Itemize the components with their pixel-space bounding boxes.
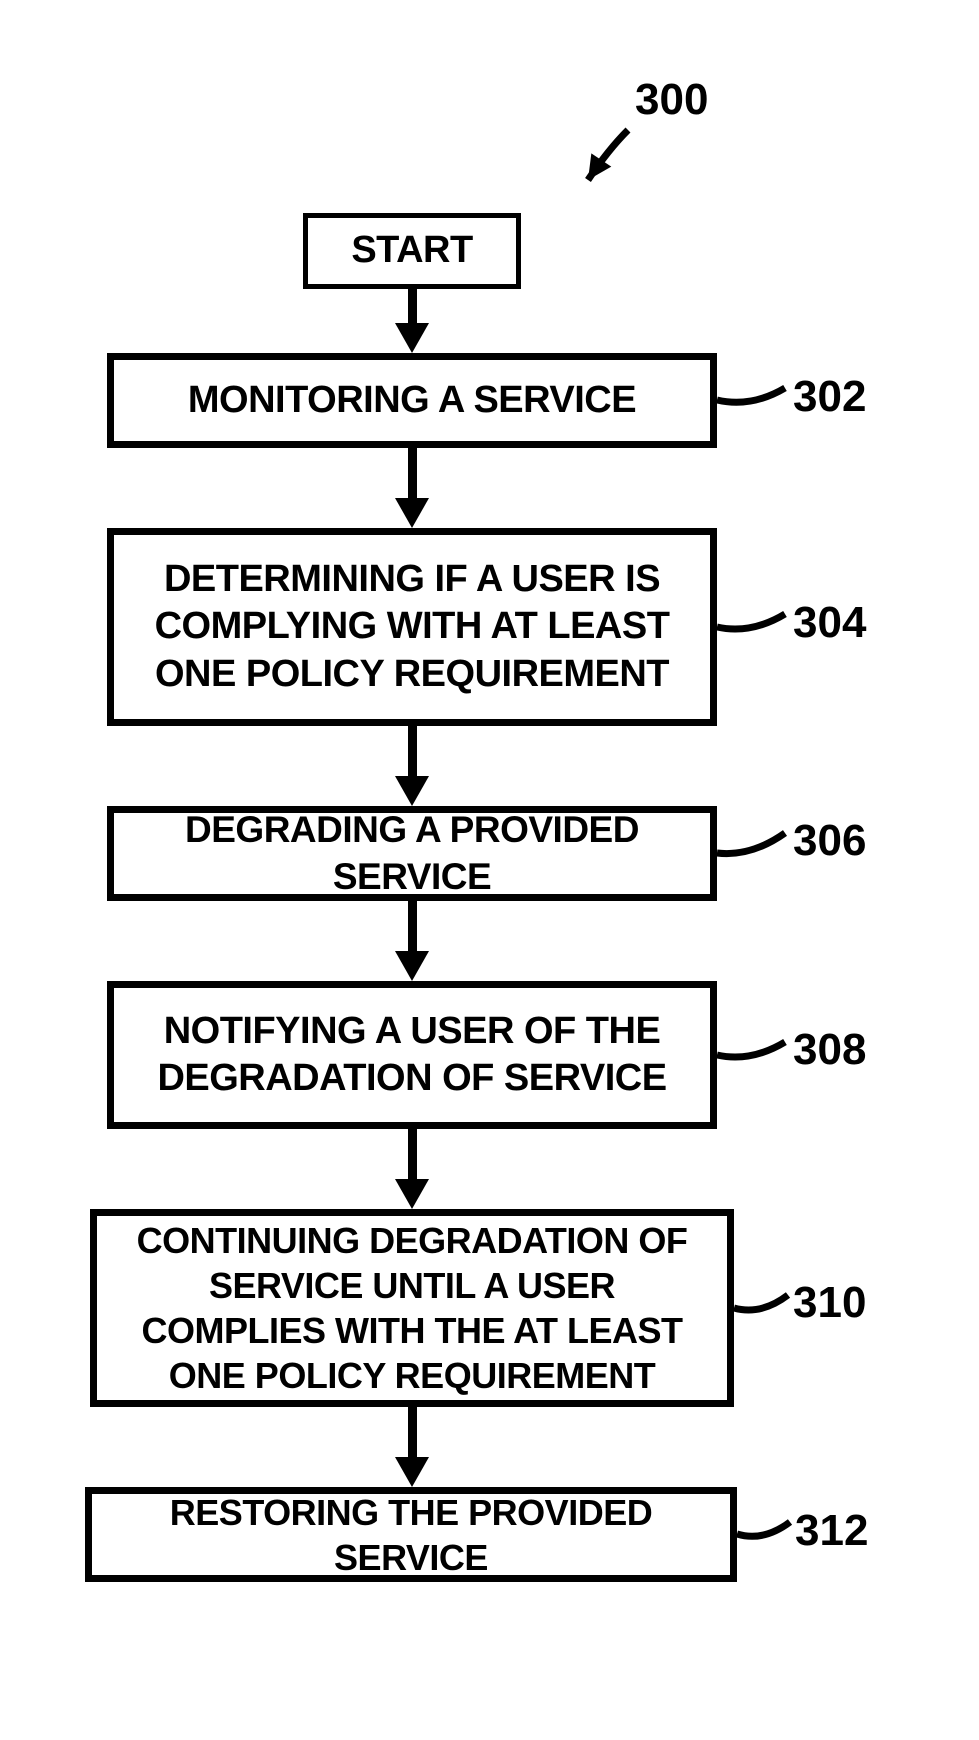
flowchart-container: 300 START MONITORING A SERVICE DETERMINING… (0, 0, 979, 1740)
ref-label-304: 304 (793, 598, 866, 648)
main-ref-label: 300 (635, 75, 708, 125)
ref-label-308: 308 (793, 1025, 866, 1075)
node-n302: MONITORING A SERVICE (107, 353, 717, 448)
node-n306: DEGRADING A PROVIDED SERVICE (107, 806, 717, 901)
arrow-line-2 (408, 726, 417, 776)
ref-label-310: 310 (793, 1278, 866, 1328)
arrow-head-0 (395, 323, 429, 356)
arrow-head-3 (395, 951, 429, 984)
arrow-line-3 (408, 901, 417, 951)
node-n310: CONTINUING DEGRADATION OF SERVICE UNTIL … (90, 1209, 734, 1407)
arrow-head-5 (395, 1457, 429, 1490)
ref-label-302: 302 (793, 372, 866, 422)
node-label: DEGRADING A PROVIDED SERVICE (124, 807, 700, 900)
ref-label-306: 306 (793, 816, 866, 866)
arrow-line-0 (408, 289, 417, 323)
node-label: CONTINUING DEGRADATION OF SERVICE UNTIL … (113, 1218, 711, 1398)
ref-label-312: 312 (795, 1506, 868, 1556)
node-label: NOTIFYING A USER OF THE DEGRADATION OF S… (134, 1008, 690, 1103)
arrow-head-2 (395, 776, 429, 809)
arrow-head-4 (395, 1179, 429, 1212)
arrow-line-5 (408, 1407, 417, 1457)
arrow-line-1 (408, 448, 417, 498)
node-n312: RESTORING THE PROVIDED SERVICE (85, 1487, 737, 1582)
node-label: START (351, 227, 472, 275)
arrow-line-4 (408, 1129, 417, 1179)
node-n304: DETERMINING IF A USER IS COMPLYING WITH … (107, 528, 717, 726)
node-label: MONITORING A SERVICE (188, 377, 636, 425)
node-label: DETERMINING IF A USER IS COMPLYING WITH … (134, 556, 690, 699)
node-start: START (303, 213, 521, 289)
node-n308: NOTIFYING A USER OF THE DEGRADATION OF S… (107, 981, 717, 1129)
node-label: RESTORING THE PROVIDED SERVICE (102, 1490, 720, 1580)
arrow-head-1 (395, 498, 429, 531)
